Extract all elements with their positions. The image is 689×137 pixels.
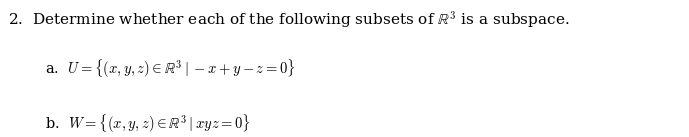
Text: b.  $W = \{(x, y, z) \in \mathbb{R}^3 \mid xyz = 0\}$: b. $W = \{(x, y, z) \in \mathbb{R}^3 \mi… (45, 112, 250, 135)
Text: 2.  Determine whether each of the following subsets of $\mathbb{R}^3$ is a subsp: 2. Determine whether each of the followi… (8, 10, 570, 31)
Text: a.  $U = \{(x, y, z) \in \mathbb{R}^3 \mid -x + y - z = 0\}$: a. $U = \{(x, y, z) \in \mathbb{R}^3 \mi… (45, 58, 295, 80)
